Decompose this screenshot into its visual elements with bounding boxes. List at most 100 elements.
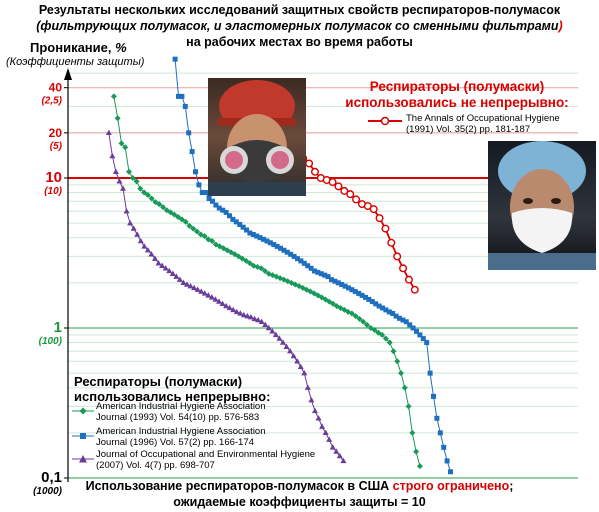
data-point-blue (223, 209, 229, 215)
data-point-blue (315, 269, 321, 275)
data-point-blue (346, 285, 351, 291)
data-point-purple (176, 276, 183, 282)
data-point-purple (326, 436, 333, 442)
data-point-blue (414, 328, 419, 334)
data-point-purple (237, 310, 244, 316)
data-point-purple (144, 247, 151, 253)
data-point-blue (417, 332, 423, 338)
data-point-green (360, 318, 367, 325)
y-tick-label: 10 (45, 169, 62, 186)
data-point-blue (363, 294, 368, 300)
chart-title-line-1: Результаты нескольких исследований защит… (38, 3, 561, 17)
data-point-blue (373, 301, 379, 307)
data-point-green (175, 213, 182, 220)
data-point-green (156, 201, 163, 208)
data-point-blue (261, 236, 266, 242)
data-point-green (148, 195, 155, 202)
data-point-green (110, 93, 117, 100)
data-point-purple (333, 448, 340, 454)
data-point-green (379, 331, 386, 338)
data-point-green (178, 216, 185, 223)
data-point-purple (294, 358, 301, 364)
data-point-purple (240, 311, 247, 318)
data-point-blue (397, 315, 402, 321)
series-line-green (113, 96, 421, 467)
data-point-blue (329, 277, 334, 283)
data-point-purple (201, 290, 208, 296)
data-point-green (129, 175, 136, 181)
data-point-purple (247, 314, 254, 320)
data-point-red (346, 190, 355, 199)
data-point-blue (349, 287, 355, 293)
data-point-purple (166, 267, 173, 274)
data-point-purple (134, 231, 141, 237)
data-point-purple (112, 168, 119, 174)
data-point-green (114, 115, 121, 122)
data-point-blue (254, 233, 260, 239)
data-point-purple (308, 397, 315, 403)
data-point-purple (180, 279, 187, 286)
data-point-blue (267, 240, 273, 246)
data-point-green (390, 348, 397, 355)
data-point-blue (437, 430, 443, 436)
chart-footer: Использование респираторов-полумасок в С… (85, 479, 514, 509)
data-point-green (398, 370, 405, 377)
data-point-blue (359, 292, 365, 298)
data-point-blue (199, 190, 205, 196)
data-point-purple (194, 286, 201, 292)
data-point-blue (193, 169, 198, 175)
data-point-purple (319, 423, 326, 429)
y-axis-sublabel: (Коэффициенты защиты) (6, 56, 145, 68)
data-point-green (144, 192, 151, 199)
data-point-purple (205, 292, 212, 298)
data-point-purple (258, 318, 265, 324)
data-point-green (401, 384, 408, 391)
data-point-green (137, 185, 144, 192)
data-point-blue (196, 182, 202, 188)
data-point-blue (312, 268, 317, 274)
data-point-purple (191, 284, 198, 291)
data-point-blue (325, 274, 331, 280)
data-point-blue (407, 322, 413, 328)
data-point-blue (305, 263, 311, 269)
data-point-blue (186, 130, 192, 136)
chart-title-line-3: на рабочих местах во время работы (186, 35, 413, 49)
data-point-purple (208, 294, 215, 300)
y-tick-sublabel: (2,5) (41, 96, 62, 107)
legend-marker-purple (72, 455, 94, 463)
data-point-blue (386, 309, 392, 315)
data-point-green (246, 260, 253, 267)
data-point-blue (352, 289, 358, 295)
data-point-purple (130, 225, 137, 231)
data-point-blue (227, 213, 232, 219)
data-point-green (239, 255, 246, 262)
data-point-blue (237, 221, 243, 227)
data-point-blue (182, 103, 188, 109)
legend-item-blue: American Industrial Hygiene Association … (96, 426, 266, 448)
data-point-purple (123, 208, 130, 214)
legend-item-green: American Industrial Hygiene Association … (96, 401, 266, 423)
data-point-blue (356, 290, 362, 296)
data-point-purple (265, 324, 272, 331)
data-point-green (352, 313, 359, 320)
data-point-blue (308, 265, 314, 271)
data-point-purple (262, 321, 269, 328)
data-point-blue (332, 278, 338, 284)
data-point-green (167, 209, 174, 216)
surgeon-mask-photo (488, 141, 596, 270)
data-point-green (405, 403, 412, 410)
chart-title-line-2: (фильтрующих полумасок, и эластомерных п… (36, 19, 563, 33)
data-point-purple (340, 457, 347, 464)
data-point-blue (176, 93, 181, 99)
y-tick-sublabel: (10) (44, 186, 62, 197)
data-point-green (122, 144, 129, 151)
data-point-blue (322, 272, 328, 278)
data-point-purple (169, 270, 176, 276)
data-point-purple (109, 152, 116, 159)
data-point-purple (304, 384, 311, 390)
data-point-green (371, 326, 378, 333)
data-point-blue (233, 219, 239, 225)
legend-marker-blue (72, 433, 94, 439)
data-point-green (118, 140, 125, 147)
data-point-blue (278, 245, 283, 251)
